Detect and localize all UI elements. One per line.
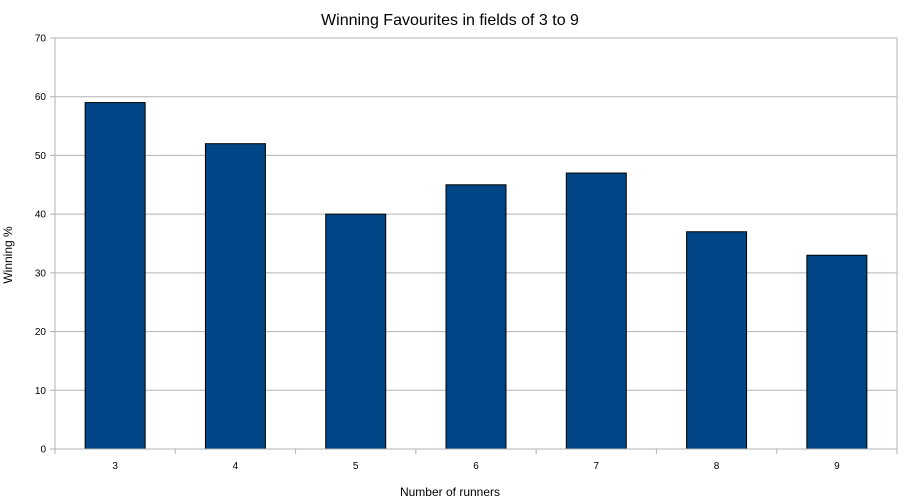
y-axis-label: Winning % (1, 226, 15, 284)
bar-6 (445, 184, 507, 450)
y-tick-label: 40 (35, 210, 47, 221)
y-tick-labels: 0 10 20 30 40 50 60 70 (35, 34, 47, 456)
bar-3 (84, 102, 146, 450)
x-tick-labels: 3 4 5 6 7 8 9 (112, 461, 840, 472)
y-tick-label: 30 (35, 268, 47, 279)
x-tick-label: 9 (834, 461, 840, 472)
x-axis-label: Number of runners (400, 485, 500, 499)
x-tick-label: 5 (353, 461, 359, 472)
x-tick-label: 7 (594, 461, 600, 472)
axes (50, 37, 898, 454)
y-tick-label: 10 (35, 386, 47, 397)
bar-9 (806, 254, 868, 450)
x-tick-label: 3 (112, 461, 118, 472)
bar-5 (325, 213, 387, 450)
x-tick-label: 8 (714, 461, 720, 472)
bar-4 (204, 143, 266, 450)
y-tick-label: 0 (40, 445, 46, 456)
bar-7 (565, 172, 627, 450)
x-tick-label: 4 (233, 461, 239, 472)
bar-8 (686, 231, 748, 450)
x-tick-label: 6 (473, 461, 479, 472)
y-tick-label: 60 (35, 92, 47, 103)
y-tick-label: 50 (35, 151, 47, 162)
chart-title: Winning Favourites in fields of 3 to 9 (321, 12, 579, 29)
y-tick-label: 20 (35, 327, 47, 338)
y-tick-label: 70 (35, 34, 47, 45)
bars (84, 102, 868, 450)
